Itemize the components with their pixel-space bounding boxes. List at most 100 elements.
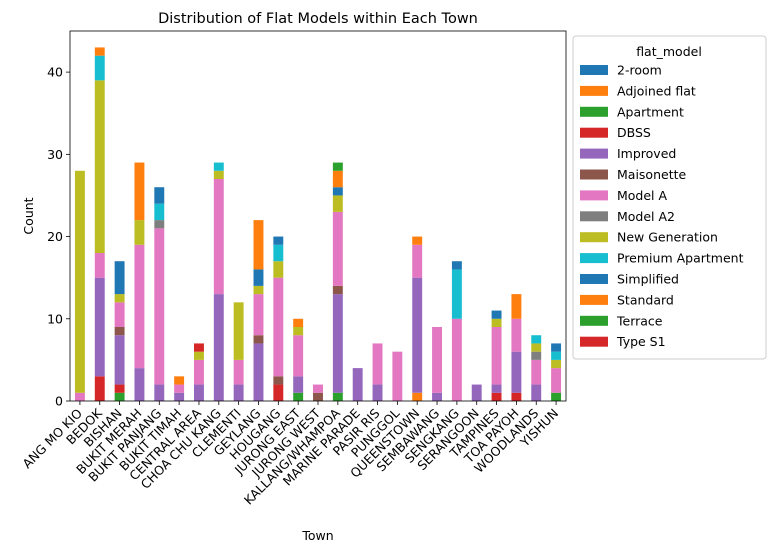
bar-segment bbox=[432, 392, 442, 401]
bar-segment bbox=[253, 335, 264, 344]
bar-segment bbox=[74, 170, 85, 393]
legend-swatch bbox=[580, 274, 608, 284]
bar-segment bbox=[233, 359, 244, 385]
bar-segment bbox=[471, 384, 482, 401]
legend-swatch bbox=[580, 65, 608, 75]
bar-segment bbox=[531, 384, 542, 401]
bar-segment bbox=[531, 351, 542, 360]
bar-segment bbox=[451, 269, 462, 319]
bar-segment bbox=[273, 376, 284, 385]
legend-swatch bbox=[580, 315, 608, 326]
bar-segment bbox=[332, 187, 343, 196]
legend-swatch bbox=[580, 253, 608, 264]
bar-segment bbox=[273, 244, 284, 262]
bar-segment bbox=[293, 392, 304, 401]
bar-segment bbox=[273, 236, 284, 245]
bar-segment bbox=[194, 343, 204, 352]
bar-segment bbox=[213, 162, 224, 171]
bar-segment bbox=[134, 244, 145, 369]
bar-segment bbox=[114, 294, 125, 303]
bar-segment bbox=[332, 392, 343, 401]
bar-segment bbox=[253, 285, 264, 295]
bar-segment bbox=[313, 392, 323, 401]
bar-segment bbox=[253, 343, 264, 401]
legend: flat_model 2-room Adjoined flat Apartment D… bbox=[572, 35, 767, 360]
plot-frame bbox=[69, 30, 567, 402]
bar-segment bbox=[94, 253, 105, 278]
legend-entry-label: Terrace bbox=[616, 313, 663, 328]
bar-segment bbox=[372, 384, 383, 401]
bar-segment bbox=[154, 384, 165, 401]
bar-segment bbox=[511, 294, 522, 319]
bar-segment bbox=[114, 261, 125, 295]
legend-entry-label: DBSS bbox=[617, 125, 651, 140]
bar-segment bbox=[213, 294, 224, 401]
bar-segment bbox=[114, 327, 125, 336]
y-tick-label: 20 bbox=[47, 229, 63, 244]
bar-segment bbox=[213, 179, 224, 295]
bar-segment bbox=[451, 318, 462, 401]
bar-segment bbox=[114, 392, 125, 401]
bar-segment bbox=[134, 162, 145, 221]
bar-segment bbox=[551, 368, 562, 393]
bar-segment bbox=[134, 368, 145, 401]
bar-segment bbox=[194, 351, 204, 360]
bar-segment bbox=[491, 384, 502, 393]
legend-entry-label: Model A bbox=[617, 188, 668, 203]
bar-segment bbox=[332, 211, 343, 286]
legend-swatch bbox=[580, 169, 608, 180]
bar-segment bbox=[94, 277, 105, 377]
bar-segment bbox=[253, 294, 264, 336]
bar-segment bbox=[511, 351, 522, 393]
legend-entry-label: Premium Apartment bbox=[617, 251, 744, 266]
bar-segment bbox=[293, 376, 304, 393]
chart-title: Distribution of Flat Models within Each … bbox=[158, 11, 478, 27]
bar-segment bbox=[154, 228, 165, 385]
bar-segment bbox=[432, 327, 442, 393]
legend-swatch bbox=[580, 336, 608, 347]
bar-segment bbox=[174, 392, 185, 401]
bar-segment bbox=[154, 220, 165, 229]
legend-swatch bbox=[580, 106, 608, 117]
legend-entry-label: New Generation bbox=[617, 230, 718, 245]
bar-segment bbox=[194, 359, 204, 385]
bar-segment bbox=[491, 327, 502, 385]
bar-segment bbox=[491, 318, 502, 327]
legend-frame bbox=[572, 35, 767, 360]
bar-segment bbox=[154, 203, 165, 221]
legend-swatch bbox=[580, 294, 608, 305]
bar-segment bbox=[332, 170, 343, 188]
bar-segment bbox=[332, 285, 343, 295]
bar-segment bbox=[372, 343, 383, 385]
bar-segment bbox=[531, 343, 542, 352]
y-axis-label: Count bbox=[21, 197, 36, 234]
legend-title: flat_model bbox=[636, 44, 702, 59]
bar-segment bbox=[293, 318, 304, 327]
bar-segment bbox=[233, 384, 244, 401]
legend-entry-label: Improved bbox=[617, 146, 676, 161]
bar-segment bbox=[174, 384, 185, 393]
x-axis-label: Town bbox=[301, 528, 333, 543]
bar-segment bbox=[273, 384, 284, 401]
y-tick-label: 0 bbox=[55, 394, 63, 409]
bar-segment bbox=[74, 392, 85, 401]
bar-segment bbox=[253, 220, 264, 270]
y-tick-label: 10 bbox=[47, 311, 63, 326]
legend-entry-label: Model A2 bbox=[617, 209, 675, 224]
bar-segment bbox=[114, 384, 125, 393]
bar-segment bbox=[94, 55, 105, 81]
y-tick-label: 40 bbox=[47, 65, 63, 80]
bar-segment bbox=[412, 277, 423, 393]
bar-segment bbox=[332, 195, 343, 212]
bar-segment bbox=[273, 277, 284, 377]
bar-segment bbox=[194, 384, 204, 401]
legend-swatch bbox=[580, 127, 608, 138]
bar-segment bbox=[94, 376, 105, 401]
bar-segment bbox=[511, 318, 522, 352]
bar-segment bbox=[313, 384, 323, 393]
bar-segment bbox=[531, 359, 542, 385]
bar-segment bbox=[293, 327, 304, 336]
legend-swatch bbox=[580, 190, 608, 201]
legend-swatch bbox=[580, 211, 608, 222]
